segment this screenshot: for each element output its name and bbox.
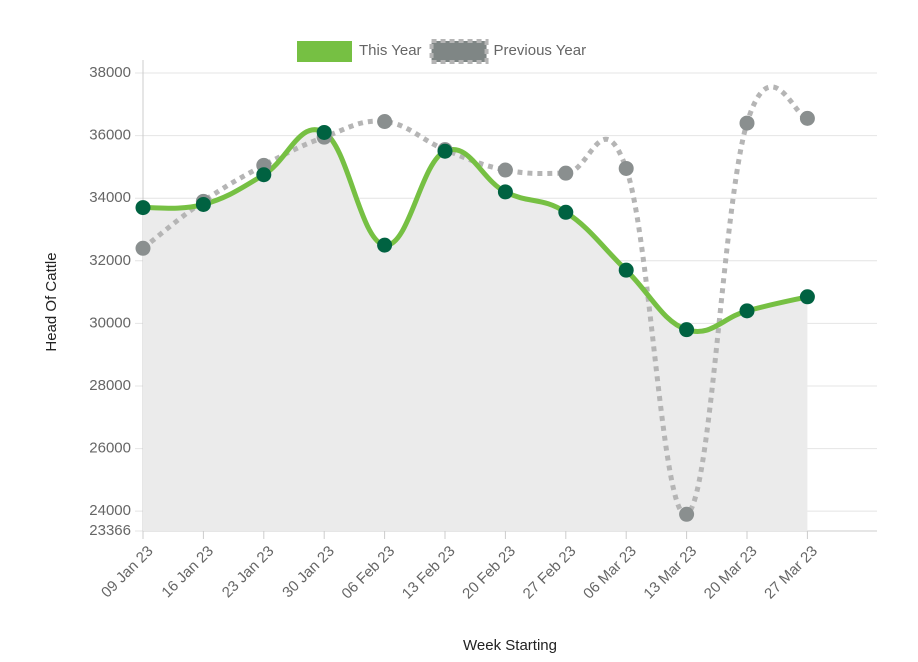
y-tick-label: 26000 [89, 440, 131, 457]
data-point [256, 167, 272, 183]
y-tick-label: 32000 [89, 252, 131, 269]
data-point [739, 303, 755, 319]
y-axis-title: Head Of Cattle [43, 252, 60, 351]
x-tick-label: 27 Feb 23 [520, 543, 580, 603]
plot-area [143, 84, 809, 531]
y-tick-label: 34000 [89, 189, 131, 206]
data-point [679, 506, 695, 522]
y-tick-label: 38000 [89, 64, 131, 81]
data-point [377, 114, 393, 130]
x-axis-title: Week Starting [463, 637, 557, 654]
x-tick-label: 30 Jan 23 [279, 543, 338, 602]
legend-swatch [429, 39, 489, 64]
data-point [799, 110, 815, 126]
data-point [316, 124, 332, 140]
data-point [377, 237, 393, 253]
data-point [135, 240, 151, 256]
x-tick-label: 13 Feb 23 [399, 543, 459, 603]
legend-label: This Year [359, 42, 422, 59]
x-tick-label: 20 Mar 23 [701, 543, 761, 603]
x-tick-label: 16 Jan 23 [158, 543, 217, 602]
y-tick-label: 30000 [89, 314, 131, 331]
data-point [618, 262, 634, 278]
x-tick-label: 06 Feb 23 [338, 543, 398, 603]
data-point [679, 322, 695, 338]
data-point [135, 200, 151, 216]
data-point [497, 162, 513, 178]
data-point [437, 143, 453, 159]
data-point [558, 165, 574, 181]
y-tick-label: 28000 [89, 377, 131, 394]
area-fill [143, 129, 808, 531]
x-tick-label: 09 Jan 23 [98, 543, 157, 602]
x-tick-label: 27 Mar 23 [761, 543, 821, 603]
y-tick-label: 36000 [89, 127, 131, 144]
y-tick-label: 24000 [89, 502, 131, 519]
data-point [739, 115, 755, 131]
data-point [497, 184, 513, 200]
foreground [135, 110, 815, 522]
x-tick-label: 06 Mar 23 [580, 543, 640, 603]
data-point [195, 196, 211, 212]
x-tick-label: 13 Mar 23 [640, 543, 700, 603]
x-tick-label: 20 Feb 23 [459, 543, 519, 603]
data-point [799, 289, 815, 305]
legend-label: Previous Year [494, 42, 587, 59]
legend-swatch [297, 41, 352, 62]
y-tick-label: 23366 [89, 522, 131, 539]
legend: This Year Previous Year [297, 39, 587, 64]
data-point [618, 160, 634, 176]
data-point [558, 204, 574, 220]
x-tick-label: 23 Jan 23 [219, 543, 278, 602]
